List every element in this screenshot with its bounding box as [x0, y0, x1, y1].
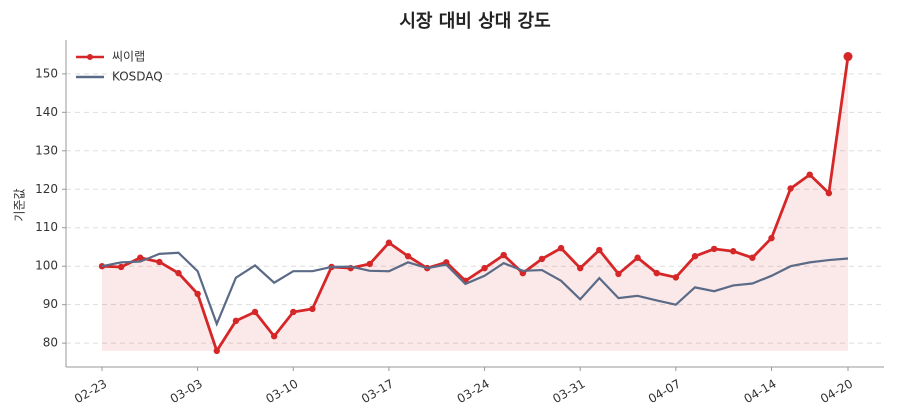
point [538, 255, 546, 263]
y-tick-label: 80 [43, 336, 58, 350]
point [787, 185, 794, 192]
point [404, 253, 412, 260]
point [691, 253, 699, 260]
x-tick-label: 04-20 [818, 377, 855, 407]
point [232, 317, 240, 325]
area [102, 56, 848, 351]
point [806, 171, 813, 178]
point [615, 270, 622, 278]
point [596, 246, 603, 254]
legend-label: 씨이랩 [112, 50, 145, 64]
x-tick-label: 03-31 [550, 377, 587, 407]
x-tick-label: 02-23 [72, 377, 109, 407]
point [385, 239, 393, 246]
legend-marker [87, 54, 93, 60]
y-tick-label: 120 [35, 182, 58, 196]
point [749, 254, 756, 261]
point [653, 269, 660, 277]
point [290, 308, 297, 316]
point [634, 254, 641, 261]
point [481, 264, 488, 272]
point [710, 245, 718, 253]
point [557, 244, 565, 252]
point [270, 333, 278, 340]
point [251, 308, 259, 316]
point [194, 290, 201, 298]
x-tick-label: 04-07 [646, 377, 683, 407]
y-tick-label: 140 [35, 105, 58, 119]
x-tick-label: 03-24 [455, 377, 492, 407]
x-tick-label: 04-14 [742, 377, 779, 407]
x-tick-label: 03-03 [168, 377, 205, 407]
chart-title: 시장 대비 상대 강도 [399, 11, 550, 32]
point [730, 248, 737, 255]
y-tick-label: 110 [35, 220, 58, 234]
point [577, 264, 584, 272]
point [366, 260, 373, 268]
legend-label: KOSDAQ [112, 70, 163, 84]
point [672, 274, 680, 281]
y-tick-label: 150 [35, 66, 58, 80]
point [175, 269, 182, 277]
series-line [101, 251, 849, 327]
x-tick-label: 03-17 [359, 377, 396, 407]
point [117, 263, 125, 271]
point [500, 251, 507, 259]
y-axis-label: 기준값 [13, 188, 27, 221]
y-tick-label: 130 [35, 143, 58, 157]
x-tick-label: 03-10 [263, 377, 300, 407]
point [213, 347, 220, 355]
point [843, 52, 853, 62]
point [137, 254, 144, 261]
point [768, 234, 775, 242]
y-tick-label: 90 [43, 297, 58, 311]
point [825, 189, 833, 197]
series-line [101, 56, 850, 355]
point [309, 305, 316, 313]
y-tick-label: 100 [35, 259, 58, 273]
point [156, 258, 163, 266]
